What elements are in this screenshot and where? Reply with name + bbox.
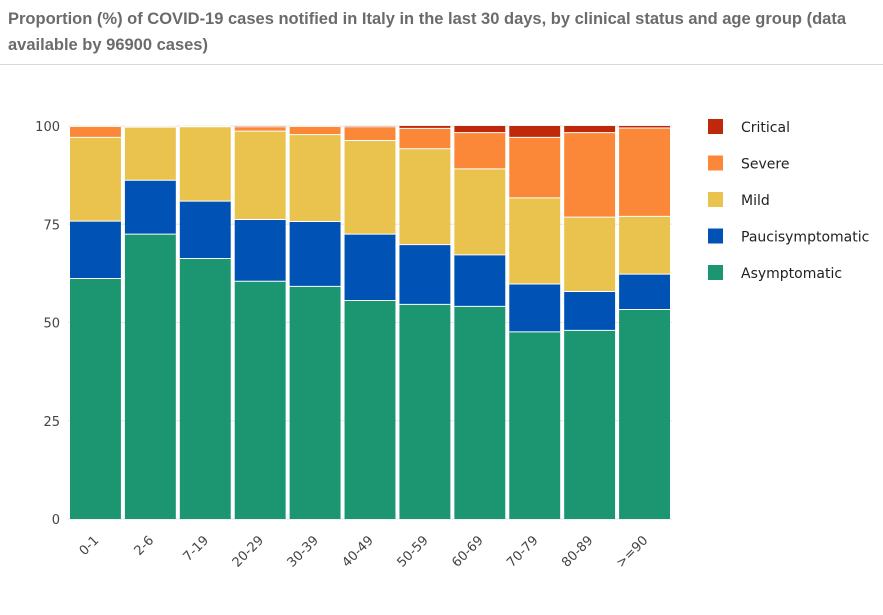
bar-segment-mild: [179, 126, 231, 202]
bar-segment-asymptomatic: [179, 258, 231, 519]
legend-label-mild: Mild: [741, 193, 770, 209]
bar-segment-paucisymptomatic: [619, 274, 670, 310]
bar-segment-asymptomatic: [619, 309, 670, 519]
bar-segment-critical: [509, 126, 561, 138]
bar-segment-severe: [124, 126, 176, 128]
y-tick-label: 50: [43, 317, 60, 332]
bar-segment-paucisymptomatic: [234, 219, 286, 282]
x-tick-label: 70-79: [504, 533, 541, 570]
y-tick-label: 100: [35, 120, 60, 135]
bar-segment-critical: [454, 126, 506, 133]
x-tick-label: 80-89: [559, 533, 596, 570]
bar-segment-asymptomatic: [70, 278, 121, 519]
bar-segment-paucisymptomatic: [179, 201, 231, 259]
x-tick-label: 30-39: [285, 533, 322, 570]
bar-segment-asymptomatic: [454, 306, 506, 519]
bar-segment-severe: [619, 127, 670, 217]
legend-swatch-asymptomatic: [708, 265, 723, 280]
x-tick-label: 2-6: [132, 533, 158, 559]
bar-segment-mild: [289, 134, 341, 222]
bar-segment-severe: [509, 137, 561, 198]
y-tick-label: 0: [52, 513, 60, 528]
bar-segment-asymptomatic: [509, 331, 561, 519]
bar-segment-mild: [564, 217, 616, 292]
bar-segment-mild: [234, 131, 286, 220]
bar-segment-mild: [344, 140, 396, 235]
legend-label-asymptomatic: Asymptomatic: [741, 266, 842, 282]
bar-segment-severe: [399, 128, 451, 149]
x-tick-label: 40-49: [340, 533, 377, 570]
bar-segment-mild: [70, 137, 121, 222]
bar-segment-mild: [509, 197, 561, 284]
legend-label-severe: Severe: [741, 157, 789, 173]
bar-segment-severe: [564, 132, 616, 218]
bar-segment-asymptomatic: [344, 300, 396, 519]
x-tick-label: 20-29: [230, 533, 267, 570]
bar-segment-asymptomatic: [399, 304, 451, 519]
bar-segment-paucisymptomatic: [70, 221, 121, 279]
bar-segment-asymptomatic: [564, 330, 616, 519]
x-tick-label: 7-19: [181, 533, 212, 564]
legend-label-paucisymptomatic: Paucisymptomatic: [741, 230, 869, 246]
bar-segment-mild: [124, 127, 176, 181]
bar-segment-paucisymptomatic: [289, 221, 341, 287]
y-tick-label: 25: [43, 415, 60, 430]
bar-segment-critical: [619, 126, 670, 128]
x-tick-label: 60-69: [449, 533, 486, 570]
x-tick-label: 0-1: [77, 533, 103, 559]
bar-segment-mild: [619, 216, 670, 275]
bar-segment-paucisymptomatic: [509, 283, 561, 332]
bar-segment-severe: [70, 126, 121, 138]
bar-segment-severe: [454, 132, 506, 169]
bar-segment-severe: [344, 126, 396, 141]
legend-swatch-severe: [708, 155, 723, 171]
bar-segment-paucisymptomatic: [344, 234, 396, 301]
bar-segment-mild: [399, 148, 451, 245]
x-tick-label: 50-59: [394, 533, 431, 570]
chart-title: Proportion (%) of COVID-19 cases notifie…: [8, 10, 847, 54]
bar-segment-severe: [234, 126, 286, 132]
bar-segment-asymptomatic: [124, 234, 176, 519]
x-tick-label: >=90: [614, 533, 652, 571]
legend-label-critical: Critical: [741, 120, 790, 136]
title-divider: [0, 64, 883, 65]
bar-segment-mild: [454, 168, 506, 255]
bar-segment-asymptomatic: [234, 281, 286, 519]
bar-segment-asymptomatic: [289, 286, 341, 519]
legend: Critical Severe Mild Paucisymptomatic Asympt…: [708, 119, 869, 282]
bars: [70, 125, 670, 519]
legend-swatch-paucisymptomatic: [708, 228, 723, 244]
bar-segment-critical: [399, 126, 451, 129]
bar-segment-paucisymptomatic: [124, 180, 176, 235]
bar-segment-paucisymptomatic: [564, 291, 616, 331]
legend-swatch-critical: [708, 119, 723, 134]
bar-segment-paucisymptomatic: [454, 254, 506, 307]
bar-segment-severe: [289, 126, 341, 135]
legend-swatch-mild: [708, 192, 723, 207]
bar-segment-paucisymptomatic: [399, 244, 451, 305]
bar-segment-critical: [564, 126, 616, 133]
y-tick-label: 75: [43, 218, 60, 233]
